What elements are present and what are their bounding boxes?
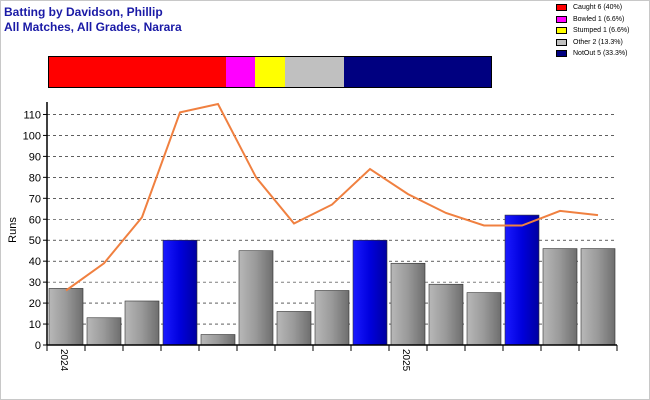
legend-label: Caught 6 (40%): [573, 4, 623, 11]
legend-label: NotOut 5 (33.3%): [573, 50, 628, 57]
bar-out: [542, 248, 578, 346]
y-tick-label: 100: [23, 130, 41, 142]
x-year-label: 2025: [400, 349, 411, 372]
legend-swatch: [556, 50, 567, 57]
x-year-label: 2024: [58, 349, 69, 372]
y-tick-label: 10: [29, 319, 41, 331]
bar-not-out: [162, 239, 198, 346]
stack-segment-stumped: [255, 57, 285, 87]
bar-out: [200, 334, 236, 346]
legend-label: Stumped 1 (6.6%): [573, 27, 630, 34]
legend-label: Other 2 (13.3%): [573, 38, 623, 46]
dismissal-stacked-bar: [48, 56, 492, 88]
y-tick-label: 50: [29, 235, 41, 247]
stack-segment-bowled: [226, 57, 255, 87]
y-tick-label: 80: [29, 172, 41, 184]
y-tick-label: 40: [29, 256, 41, 268]
bar-out: [276, 311, 312, 346]
bar-not-out: [504, 214, 540, 346]
legend-swatch: [556, 4, 567, 11]
y-tick-label: 30: [29, 277, 41, 289]
y-tick-label: 0: [35, 340, 41, 352]
bar-out: [124, 300, 160, 346]
legend-swatch: [556, 27, 567, 34]
stack-segment-caught: [49, 57, 226, 87]
y-tick-label: 60: [29, 214, 41, 226]
chart-title-line-2: All Matches, All Grades, Narara: [4, 20, 182, 34]
bar-out: [238, 250, 274, 346]
bar-out: [314, 290, 350, 346]
bar-out: [86, 317, 122, 346]
trend-line: [65, 102, 599, 292]
stack-segment-notout: [344, 57, 491, 87]
chart-title-line-1: Batting by Davidson, Phillip: [4, 5, 163, 19]
legend-swatch: [556, 38, 567, 46]
bar-out: [466, 292, 502, 346]
legend-swatch: [556, 15, 567, 23]
stack-segment-other: [285, 57, 344, 87]
bar-out: [428, 283, 464, 346]
y-axis-label: Runs: [2, 200, 32, 260]
y-tick-label: 90: [29, 151, 41, 163]
y-tick-label: 110: [23, 109, 41, 121]
bar-not-out: [352, 239, 388, 346]
bar-out: [580, 248, 616, 346]
y-tick-label: 20: [29, 298, 41, 310]
legend-label: Bowled 1 (6.6%): [573, 15, 625, 23]
y-tick-label: 70: [29, 193, 41, 205]
svg-text:Runs: Runs: [7, 217, 19, 243]
bar-out: [48, 288, 84, 346]
bar-out: [390, 262, 426, 346]
